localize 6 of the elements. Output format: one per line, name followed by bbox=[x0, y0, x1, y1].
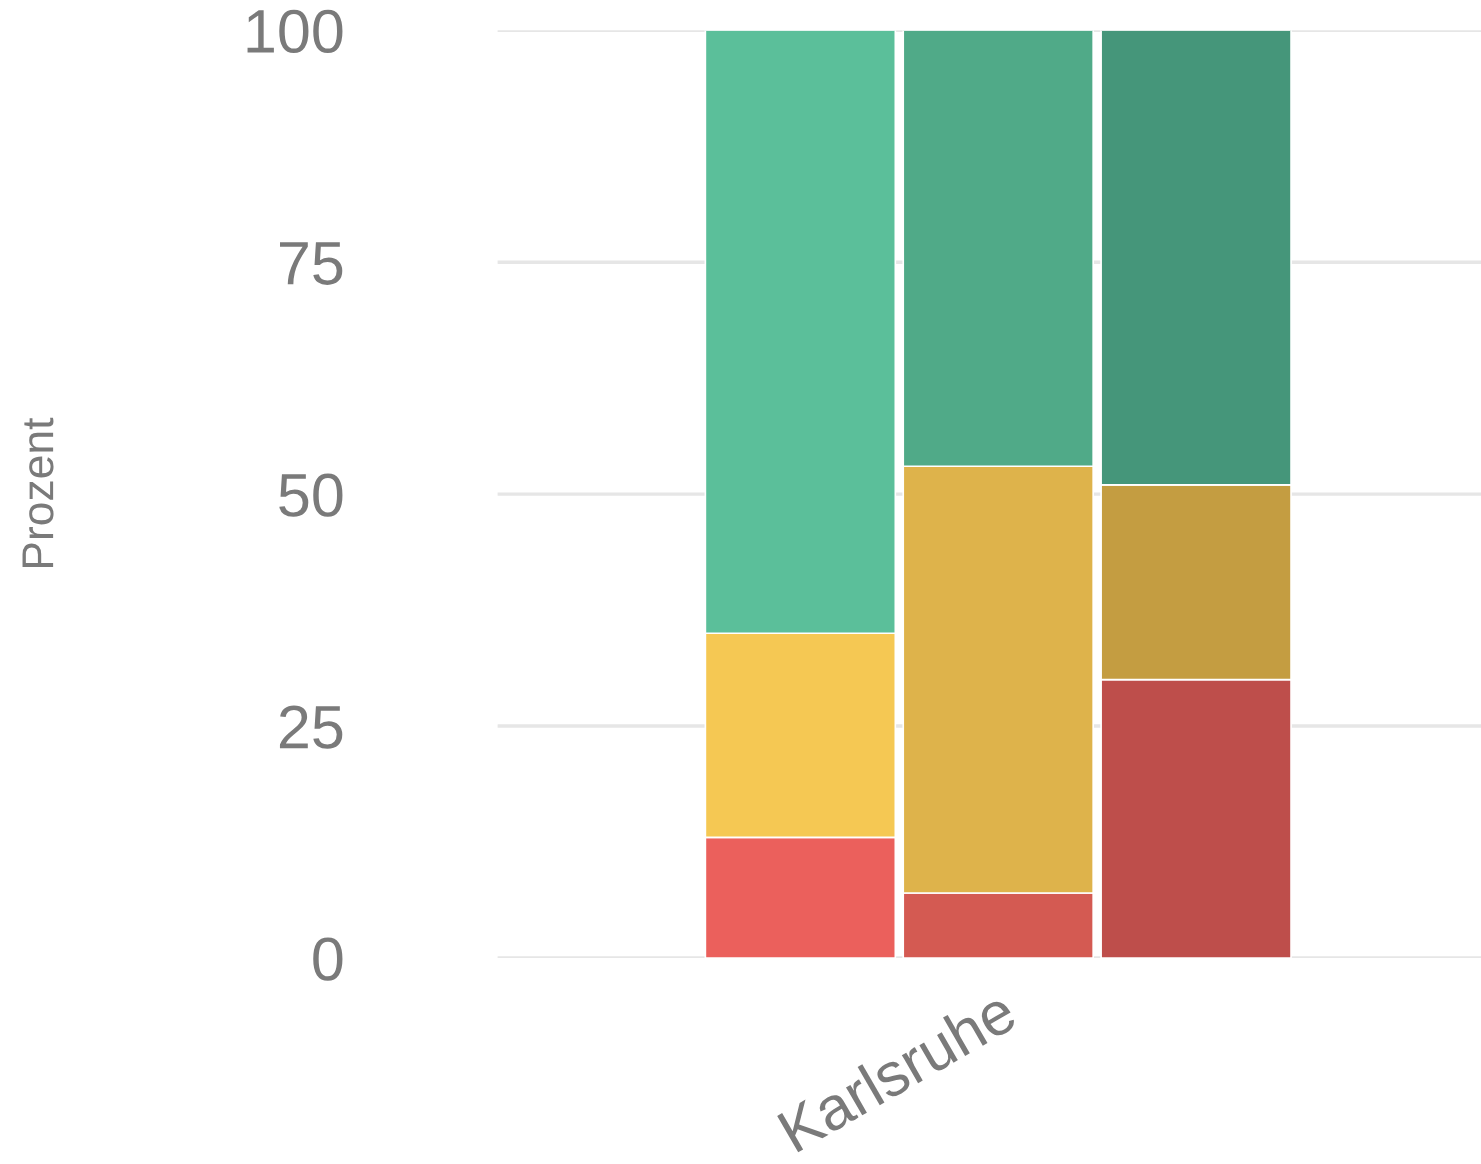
y-tick-label: 25 bbox=[279, 705, 343, 749]
y-tick-label: 50 bbox=[279, 473, 343, 517]
y-tick-label: 100 bbox=[247, 9, 343, 54]
y-axis-title: Prozent bbox=[22, 417, 54, 568]
y-tick-label: 0 bbox=[313, 937, 343, 981]
y-tick-label: 75 bbox=[280, 242, 343, 285]
